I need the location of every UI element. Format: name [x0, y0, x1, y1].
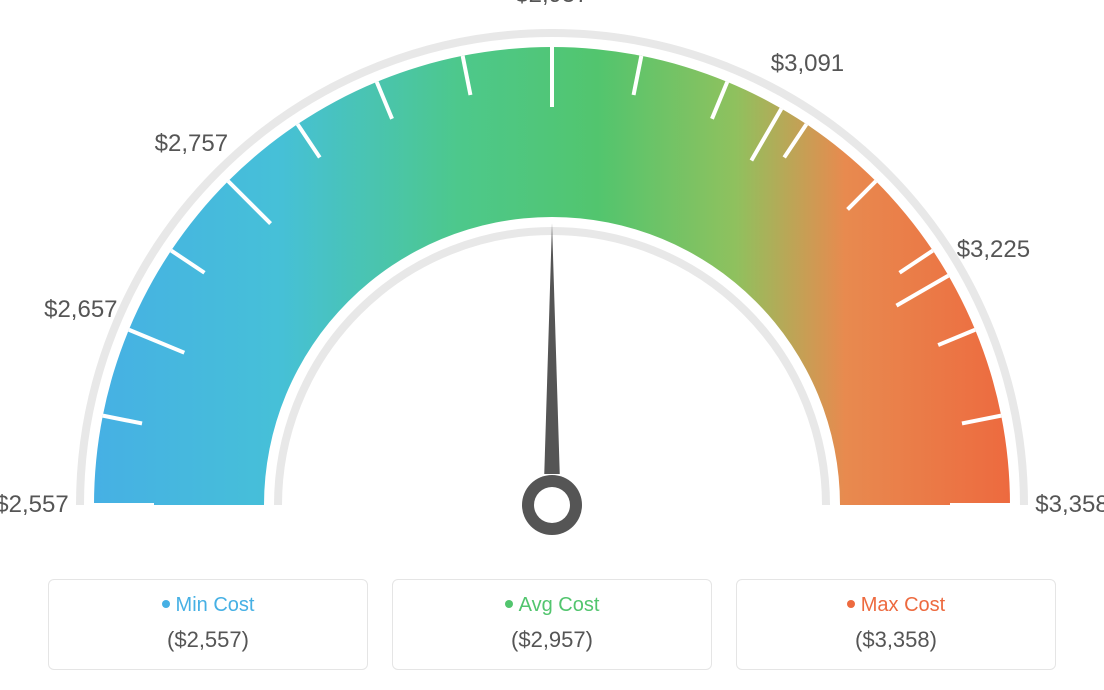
legend-title-text: Max Cost	[861, 594, 945, 616]
gauge-tick-label: $2,757	[155, 130, 228, 158]
legend-card: Avg Cost ($2,957)	[392, 579, 712, 670]
legend-card-title: Min Cost	[59, 594, 357, 617]
legend-card: Max Cost ($3,358)	[736, 579, 1056, 670]
gauge-chart: $2,557 $2,657 $2,757 $2,957 $3,091 $3,225 $3,3…	[0, 0, 1104, 560]
gauge-tick-label: $2,957	[515, 0, 588, 9]
legend-row: Min Cost ($2,557) Avg Cost ($2,957) Max Cost…	[0, 579, 1104, 670]
gauge-tick-label: $3,358	[1035, 491, 1104, 519]
legend-dot-icon	[847, 600, 855, 608]
gauge-tick-label: $2,657	[44, 296, 117, 324]
gauge-svg	[0, 0, 1104, 560]
legend-card-value: ($2,557)	[59, 627, 357, 653]
legend-card-value: ($3,358)	[747, 627, 1045, 653]
gauge-tick-label: $3,225	[957, 236, 1030, 264]
legend-title-text: Avg Cost	[519, 594, 600, 616]
legend-dot-icon	[505, 600, 513, 608]
legend-card-title: Avg Cost	[403, 594, 701, 617]
gauge-tick-label: $2,557	[0, 491, 69, 519]
gauge-tick-label: $3,091	[771, 50, 844, 78]
legend-card-value: ($2,957)	[403, 627, 701, 653]
legend-card-title: Max Cost	[747, 594, 1045, 617]
legend-card: Min Cost ($2,557)	[48, 579, 368, 670]
gauge-needle	[544, 223, 559, 474]
gauge-needle-hub-inner	[534, 487, 570, 523]
legend-dot-icon	[162, 600, 170, 608]
legend-title-text: Min Cost	[176, 594, 255, 616]
